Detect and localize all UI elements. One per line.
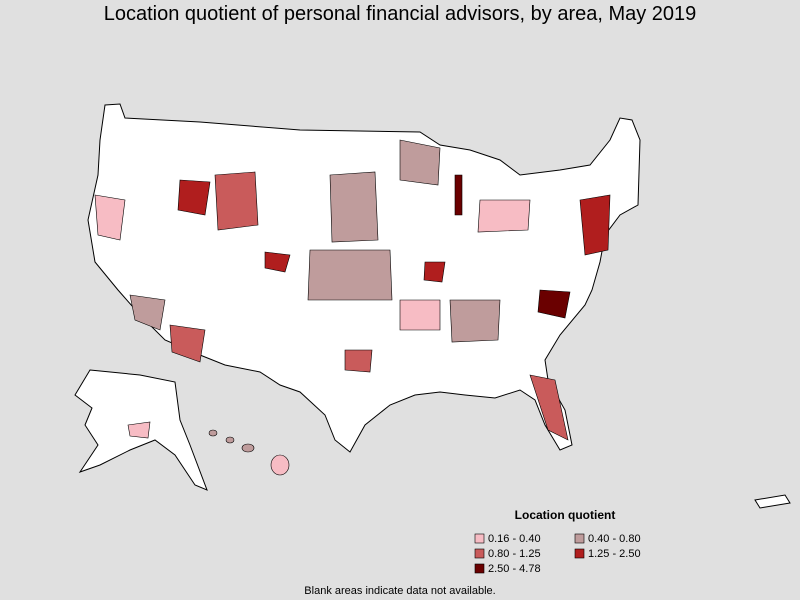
hawaii	[208, 429, 290, 476]
legend-swatch	[474, 563, 485, 574]
area	[225, 436, 235, 444]
legend-swatch	[474, 533, 485, 544]
area	[264, 251, 291, 273]
area	[127, 421, 151, 439]
legend-swatch	[574, 533, 585, 544]
area	[537, 289, 571, 319]
area	[307, 249, 393, 301]
footnote: Blank areas indicate data not available.	[304, 585, 495, 597]
area	[399, 299, 441, 331]
legend-label: 0.16 - 0.40	[488, 533, 541, 545]
area	[94, 194, 126, 241]
area	[529, 374, 569, 441]
area	[579, 194, 611, 256]
area	[477, 199, 531, 233]
map-title: Location quotient of personal financial …	[104, 3, 697, 25]
area	[449, 299, 501, 343]
area	[270, 454, 290, 476]
legend-label: 1.25 - 2.50	[588, 548, 641, 560]
puerto-rico	[754, 494, 791, 509]
area	[169, 324, 206, 363]
legend-title: Location quotient	[515, 508, 616, 522]
area	[399, 139, 441, 186]
legend-swatch	[574, 548, 585, 559]
area	[177, 179, 211, 216]
area	[344, 349, 373, 373]
legend-label: 0.40 - 0.80	[588, 533, 641, 545]
area	[423, 261, 446, 283]
area	[241, 443, 255, 453]
area	[208, 429, 218, 437]
area	[214, 171, 259, 231]
area	[329, 171, 379, 243]
legend: Location quotient 0.16 - 0.40 0.40 - 0.80…	[474, 508, 641, 575]
area	[129, 294, 166, 331]
legend-label: 2.50 - 4.78	[488, 563, 541, 575]
area	[454, 174, 463, 216]
legend-label: 0.80 - 1.25	[488, 548, 541, 560]
legend-swatch	[474, 548, 485, 559]
